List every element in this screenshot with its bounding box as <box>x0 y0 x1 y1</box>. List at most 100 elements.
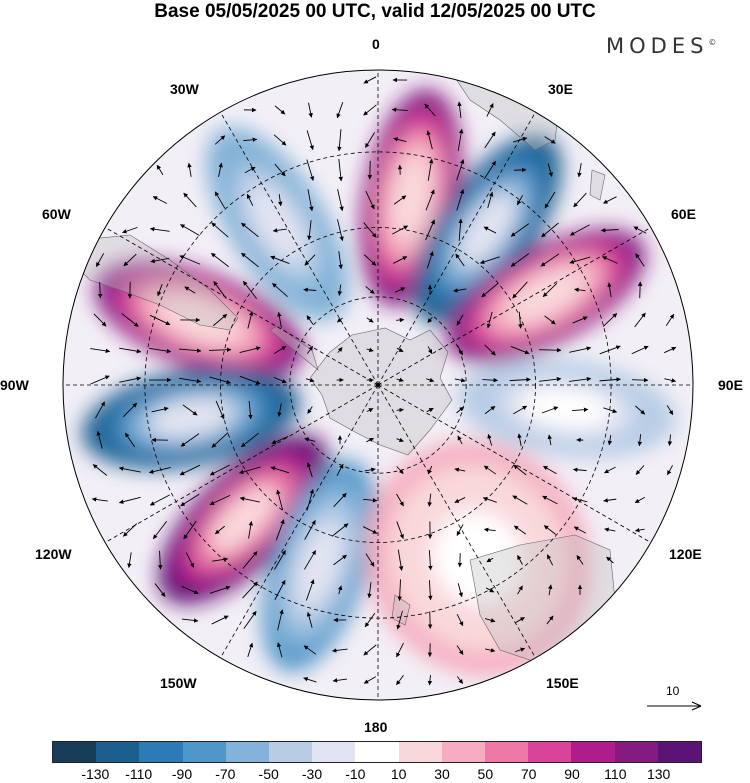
wind-vector <box>602 256 618 264</box>
wind-vector <box>364 467 376 472</box>
wind-vector <box>425 219 435 241</box>
wind-vector <box>427 674 433 686</box>
wind-vector <box>180 433 200 447</box>
wind-vector <box>93 313 107 327</box>
wind-vector <box>304 519 316 540</box>
wind-vector <box>541 406 559 414</box>
wind-vector <box>607 435 613 446</box>
wind-vector <box>664 378 677 383</box>
wind-vector <box>151 406 169 413</box>
wind-vector <box>97 282 103 299</box>
anomaly-contour <box>248 185 306 263</box>
wind-vector <box>118 496 141 504</box>
meridian-line <box>377 227 651 386</box>
wind-vector <box>211 615 229 625</box>
wind-vector <box>218 162 223 177</box>
colorbar-cell <box>485 742 529 762</box>
wind-vector <box>516 195 524 206</box>
wind-vector <box>364 612 376 628</box>
wind-vector <box>91 497 108 502</box>
wind-vector <box>600 228 619 233</box>
wind-vector <box>241 432 259 448</box>
wind-vector <box>122 402 138 418</box>
wind-vector <box>306 159 315 181</box>
wind-vector <box>542 282 558 298</box>
wind-vector <box>604 466 616 474</box>
wind-vector <box>393 137 407 143</box>
wind-vector <box>119 347 142 354</box>
wind-vector <box>456 159 465 181</box>
wind-vector <box>152 521 168 540</box>
wind-vector <box>337 585 343 595</box>
wind-vector <box>363 254 377 266</box>
wind-vector <box>179 348 202 353</box>
meridian-line <box>105 227 379 386</box>
wind-vector <box>307 406 313 414</box>
colorbar-cell <box>182 742 226 762</box>
wind-vector <box>426 407 434 413</box>
wind-vector <box>486 103 494 117</box>
reference-vector-arrow <box>647 701 702 711</box>
wind-vector <box>305 579 315 601</box>
wind-vector <box>273 134 287 146</box>
wind-vector <box>363 644 377 656</box>
wind-vector <box>396 407 404 413</box>
meridian-line <box>377 384 536 658</box>
wind-vector <box>665 313 675 326</box>
wind-vector <box>427 493 432 507</box>
colorbar-cell <box>528 742 572 762</box>
colorbar-cell <box>355 742 399 762</box>
madagascar <box>589 169 606 201</box>
wind-vector <box>546 554 554 566</box>
wind-vector <box>331 648 348 653</box>
wind-vector <box>338 251 343 270</box>
wind-vector <box>332 678 347 683</box>
wind-vector <box>247 310 254 329</box>
wind-vector <box>362 526 378 534</box>
wind-vector <box>573 192 587 208</box>
wind-vector <box>156 164 164 176</box>
wind-vector <box>482 377 499 383</box>
colorbar-tick-label: -90 <box>171 766 193 782</box>
wind-vector <box>487 433 493 446</box>
wind-vector <box>242 581 258 599</box>
colorbar-cell <box>139 742 183 762</box>
wind-vector <box>213 281 227 299</box>
colorbar-tick-label: -130 <box>81 766 110 782</box>
wind-vector <box>396 674 404 686</box>
colorbar <box>52 741 702 763</box>
wind-vector <box>274 550 286 570</box>
wind-vector <box>484 405 496 415</box>
wind-vector <box>209 585 231 594</box>
wind-vector <box>392 225 409 235</box>
wind-vector <box>152 196 168 204</box>
wind-vector <box>481 282 499 298</box>
lon-label-120w: 120W <box>35 546 72 562</box>
wind-vector <box>515 647 526 653</box>
wind-vector <box>456 645 464 655</box>
wind-vector <box>427 346 433 354</box>
wind-vector <box>484 648 496 653</box>
wind-vector <box>150 257 170 264</box>
wind-vector <box>635 465 645 475</box>
colorbar-tick-label: -30 <box>301 766 323 782</box>
wind-vector <box>180 224 200 236</box>
wind-vector <box>543 525 557 535</box>
wind-vector <box>333 554 347 566</box>
wind-vector <box>181 618 199 623</box>
meridian-line <box>377 384 651 543</box>
wind-vector <box>212 313 228 327</box>
map-border <box>62 69 694 701</box>
colorbar-cell <box>225 742 270 762</box>
wind-vector <box>363 498 378 503</box>
wind-vector <box>544 315 556 325</box>
colorbar-cell <box>269 742 313 762</box>
wind-vector <box>396 317 405 323</box>
wind-vector <box>396 466 404 474</box>
wind-vector <box>634 405 646 415</box>
wind-vector <box>118 466 141 473</box>
meridian-line <box>377 112 536 386</box>
wind-vector <box>547 163 553 177</box>
wind-vector <box>242 280 258 300</box>
wind-vector <box>278 194 283 207</box>
